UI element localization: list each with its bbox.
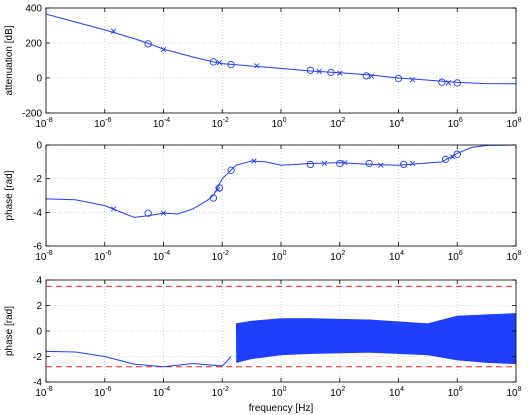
plot-content [46,13,516,87]
plot-content [46,285,516,368]
zero-marker [306,66,315,74]
x-tick-label: 104 [389,386,404,399]
y-tick-label: 200 [25,39,42,50]
x-axis-label: frequency [Hz] [249,403,314,414]
x-tick-label: 100 [271,250,286,263]
x-tick-label: 108 [506,117,521,130]
zero-marker [400,160,408,169]
x-tick-label: 10-6 [94,386,111,399]
y-tick-label: 4 [36,276,42,287]
x-tick-label: 102 [330,117,345,130]
x-tick-label: 104 [389,250,404,263]
zero-marker [394,74,403,83]
pole-marker [110,206,117,212]
y-tick-label: -6 [33,242,42,253]
zero-marker [209,194,218,202]
pole-marker [378,162,384,168]
pole-marker [409,77,416,83]
pole-marker [342,159,348,166]
x-tick-label: 108 [506,386,521,399]
zero-marker [227,60,235,69]
x-tick-label: 100 [271,117,286,130]
x-tick-label: 106 [448,250,463,263]
zero-marker [453,150,461,158]
x-tick-label: 108 [506,250,521,263]
phase-plot: 10-8 10-6 10-4 10-2 100 102 104 106 108-6-4-20ph… [4,141,522,264]
pole-marker [160,210,167,216]
x-tick-label: 10-2 [212,386,229,399]
x-tick-label: 104 [389,117,404,130]
x-tick-label: 102 [330,250,345,263]
x-tick-label: 10-4 [153,386,170,399]
pole-marker [160,46,167,53]
x-tick-label: 10-2 [212,117,229,130]
y-tick-label: 0 [36,327,42,338]
zero-marker [227,166,235,174]
pole-marker [445,80,452,86]
zero-marker [362,72,370,80]
x-tick-label: 10-4 [153,117,170,130]
y-tick-label: -2 [33,174,42,185]
pole-marker [214,186,221,193]
phase-noise-curve [235,313,516,365]
zero-marker [306,160,315,169]
y-tick-label: 2 [36,301,42,312]
pole-marker [368,73,375,79]
x-tick-label: 100 [271,386,286,399]
zero-marker [438,78,446,86]
x-tick-label: 10-6 [94,117,111,130]
zero-marker [336,159,344,168]
pole-marker [321,160,328,167]
zero-marker [209,58,218,66]
x-tick-label: 10-4 [153,250,170,263]
y-tick-label: -4 [33,208,42,219]
response-curve [46,13,516,85]
y-tick-label: 0 [36,74,42,85]
unwrapped-phase-plot: 10-8 10-6 10-4 10-2 100 102 104 106 108-4-2024ph… [4,276,522,415]
x-tick-label: 106 [448,117,463,130]
pole-marker [449,154,456,160]
pole-marker [254,63,260,69]
zero-marker [327,68,335,77]
y-tick-label: 0 [36,141,42,152]
x-tick-label: 10-2 [212,250,229,263]
zero-marker [453,79,461,87]
pole-marker [216,59,223,66]
zero-marker [441,155,450,163]
zero-marker [365,159,373,168]
zero-marker [144,40,152,48]
y-axis-label: phase [rad] [4,306,15,356]
pole-marker [110,28,117,34]
x-tick-label: 10-6 [94,250,111,263]
plot-content [46,145,516,218]
y-axis-label: phase [rad] [4,170,15,220]
pole-marker [409,160,416,167]
pole-marker [337,70,343,76]
zero-marker [144,209,152,217]
pole-marker [251,158,257,164]
y-tick-label: 400 [25,4,42,15]
x-tick-label: 106 [448,386,463,399]
y-tick-label: -4 [33,378,42,389]
x-tick-label: 102 [330,386,345,399]
y-tick-label: -2 [33,352,42,363]
y-tick-label: -200 [22,109,42,120]
y-axis-label: attenuation [dB] [4,25,15,95]
pole-marker [316,68,322,75]
attenuation-plot: 10-8 10-6 10-4 10-2 100 102 104 106 108-20002004… [4,4,522,131]
response-curve [46,350,232,368]
